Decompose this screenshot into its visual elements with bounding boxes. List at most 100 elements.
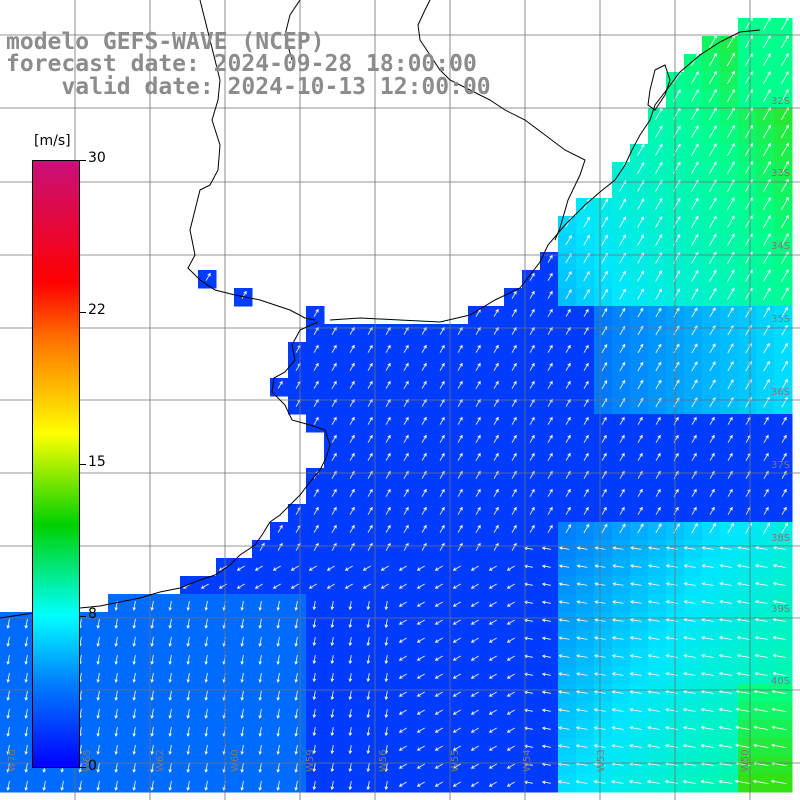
wind-arrow xyxy=(24,618,28,629)
wind-arrow xyxy=(734,779,751,784)
wind-arrow xyxy=(727,522,734,534)
wind-arrow xyxy=(736,654,750,658)
colorbar-tick-label: 8 xyxy=(88,606,97,622)
latitude-label: 39S xyxy=(771,604,790,615)
wind-arrow xyxy=(475,542,481,551)
wind-arrow xyxy=(384,637,389,647)
wind-arrow xyxy=(385,524,391,533)
wind-arrow xyxy=(330,727,335,737)
wind-arrow xyxy=(475,506,481,515)
wind-arrow xyxy=(6,690,10,701)
wind-arrow xyxy=(457,416,463,425)
wind-arrow xyxy=(727,416,733,425)
wind-arrow xyxy=(168,744,172,755)
wind-arrow xyxy=(236,583,245,589)
wind-arrow xyxy=(727,379,734,390)
wind-arrow xyxy=(493,326,499,335)
wind-arrow xyxy=(619,506,625,515)
wind-arrow xyxy=(763,488,769,497)
wind-arrow xyxy=(294,780,298,791)
wind-arrow xyxy=(313,506,319,515)
wind-arrow xyxy=(541,780,551,785)
wind-arrow xyxy=(665,636,678,640)
wind-arrow xyxy=(691,452,697,461)
wind-arrow xyxy=(493,308,499,317)
wind-arrow xyxy=(240,618,244,629)
wind-arrow xyxy=(493,452,499,461)
wind-arrow xyxy=(763,360,770,372)
latitude-label: 38S xyxy=(771,533,790,544)
wind-arrow xyxy=(745,53,753,66)
longitude-label: W59 xyxy=(305,749,316,772)
wind-arrow xyxy=(529,362,535,371)
wind-arrow xyxy=(493,542,499,551)
wind-arrow xyxy=(78,780,82,791)
wind-arrow xyxy=(511,488,517,497)
wind-arrow xyxy=(691,89,699,102)
wind-arrow xyxy=(647,708,660,712)
wind-arrow xyxy=(475,488,481,497)
wind-arrow xyxy=(452,655,461,661)
wind-arrow xyxy=(558,654,570,658)
wind-arrow xyxy=(470,601,479,607)
wind-arrow xyxy=(506,655,515,661)
wind-arrow xyxy=(601,506,607,515)
wind-arrow xyxy=(735,707,751,712)
wind-arrow xyxy=(398,745,407,751)
wind-arrow xyxy=(637,216,645,228)
wind-arrow xyxy=(348,709,353,719)
wind-arrow xyxy=(565,452,571,461)
wind-arrow xyxy=(541,636,551,641)
wind-arrow xyxy=(452,565,461,571)
wind-arrow xyxy=(630,546,642,550)
wind-arrow xyxy=(331,398,337,407)
wind-arrow xyxy=(647,582,660,586)
wind-arrow xyxy=(745,89,753,102)
wind-arrow xyxy=(24,780,28,791)
wind-arrow xyxy=(718,690,732,694)
wind-arrow xyxy=(665,654,678,658)
wind-arrow xyxy=(781,324,788,336)
wind-arrow xyxy=(745,197,753,210)
wind-arrow xyxy=(475,434,481,443)
wind-arrow xyxy=(385,380,391,389)
wind-arrow xyxy=(541,654,551,659)
wind-arrow xyxy=(506,601,515,607)
wind-arrow xyxy=(96,744,100,755)
wind-arrow xyxy=(434,727,443,733)
wind-arrow xyxy=(558,618,570,622)
wind-arrow xyxy=(629,690,642,694)
wind-arrow xyxy=(434,565,443,571)
wind-arrow xyxy=(313,416,319,425)
wind-arrow xyxy=(682,779,696,784)
wind-arrow xyxy=(204,636,208,647)
wind-arrow xyxy=(24,762,28,773)
colorbar-tick-mark xyxy=(80,616,86,617)
wind-arrow xyxy=(655,416,661,425)
wind-arrow xyxy=(718,672,732,676)
wind-arrow xyxy=(709,488,715,497)
wind-arrow xyxy=(583,288,590,300)
wind-arrow xyxy=(701,582,714,586)
wind-arrow xyxy=(601,343,608,354)
wind-arrow xyxy=(547,290,553,299)
wind-arrow xyxy=(655,197,663,210)
wind-arrow xyxy=(403,362,409,371)
wind-arrow xyxy=(475,344,481,353)
wind-arrow xyxy=(439,398,445,407)
wind-arrow xyxy=(781,53,789,66)
wind-arrow xyxy=(541,564,551,569)
wind-arrow xyxy=(452,619,461,625)
wind-arrow xyxy=(655,270,662,282)
wind-arrow xyxy=(330,709,335,719)
wind-arrow xyxy=(718,654,732,658)
wind-arrow xyxy=(385,344,391,353)
wind-arrow xyxy=(488,583,497,589)
wind-arrow xyxy=(366,691,371,701)
wind-arrow xyxy=(258,762,262,773)
wind-arrow xyxy=(529,326,535,335)
wind-arrow xyxy=(781,71,789,84)
wind-arrow xyxy=(290,565,299,571)
wind-arrow xyxy=(576,636,588,640)
